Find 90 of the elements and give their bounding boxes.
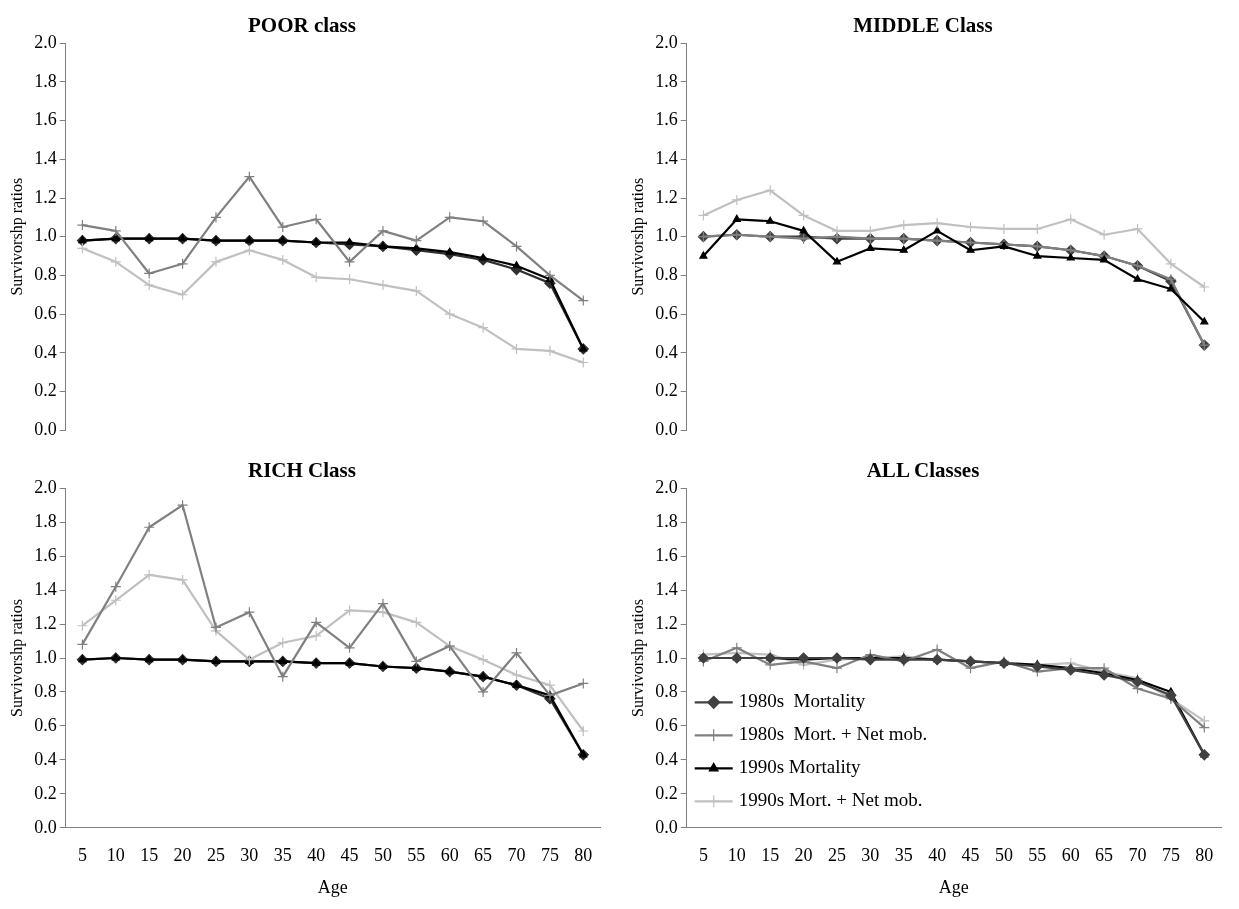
x-axis-title: Age bbox=[938, 876, 969, 897]
x-tick-label: 55 bbox=[407, 845, 426, 866]
y-tick-label: 1.6 bbox=[34, 109, 57, 130]
y-tick-label: 0.0 bbox=[655, 816, 678, 837]
y-tick-label: 0.6 bbox=[655, 714, 678, 735]
y-axis-title: Survivorshp ratios bbox=[7, 599, 26, 717]
x-tick-label: 70 bbox=[507, 845, 526, 866]
x-tick-label: 40 bbox=[307, 845, 326, 866]
y-tick-label: 1.0 bbox=[34, 646, 57, 667]
y-tick-label: 1.4 bbox=[34, 148, 57, 169]
legend-label: 1980s Mort. + Net mob. bbox=[738, 723, 928, 745]
x-tick-label: 65 bbox=[474, 845, 493, 866]
x-tick-label: 60 bbox=[440, 845, 459, 866]
y-tick-label: 0.4 bbox=[34, 341, 57, 362]
y-tick-label: 1.0 bbox=[34, 225, 57, 246]
y-tick-label: 0.8 bbox=[34, 264, 57, 285]
x-axis-title: Age bbox=[317, 876, 348, 897]
chart-title: POOR class bbox=[248, 13, 356, 38]
x-tick-label: 55 bbox=[1028, 845, 1047, 866]
x-tick-label: 15 bbox=[140, 845, 159, 866]
y-tick-label: 1.0 bbox=[655, 225, 678, 246]
x-tick-label: 30 bbox=[240, 845, 259, 866]
y-tick-label: 1.2 bbox=[34, 186, 57, 207]
x-tick-label: 35 bbox=[894, 845, 913, 866]
x-tick-label: 5 bbox=[698, 845, 708, 866]
x-tick-label: 15 bbox=[761, 845, 780, 866]
y-tick-label: 0.2 bbox=[34, 380, 57, 401]
x-tick-label: 20 bbox=[173, 845, 192, 866]
y-tick-label: 0.4 bbox=[655, 748, 678, 769]
y-tick-label: 1.0 bbox=[655, 646, 678, 667]
x-tick-label: 20 bbox=[794, 845, 813, 866]
x-tick-label: 10 bbox=[106, 845, 125, 866]
chart-title: ALL Classes bbox=[866, 458, 980, 483]
y-tick-label: 1.6 bbox=[655, 109, 678, 130]
x-tick-label: 75 bbox=[1161, 845, 1180, 866]
x-tick-label: 60 bbox=[1061, 845, 1080, 866]
y-tick-label: 0.2 bbox=[655, 782, 678, 803]
chart-title: MIDDLE Class bbox=[853, 13, 993, 38]
x-tick-label: 45 bbox=[961, 845, 980, 866]
y-tick-label: 0.2 bbox=[655, 380, 678, 401]
x-tick-label: 40 bbox=[928, 845, 947, 866]
y-tick-label: 0.6 bbox=[655, 302, 678, 323]
y-tick-label: 1.4 bbox=[655, 578, 678, 599]
y-axis-title: Survivorshp ratios bbox=[7, 177, 26, 296]
y-tick-label: 1.4 bbox=[655, 148, 678, 169]
y-tick-label: 1.2 bbox=[34, 612, 57, 633]
x-tick-label: 50 bbox=[373, 845, 392, 866]
y-tick-label: 1.6 bbox=[34, 544, 57, 565]
y-tick-label: 1.2 bbox=[655, 612, 678, 633]
y-tick-label: 0.4 bbox=[655, 341, 678, 362]
x-tick-label: 75 bbox=[540, 845, 559, 866]
y-tick-label: 0.8 bbox=[655, 264, 678, 285]
y-tick-label: 0.8 bbox=[655, 680, 678, 701]
y-axis-title: Survivorshp ratios bbox=[628, 177, 647, 296]
y-tick-label: 0.2 bbox=[34, 782, 57, 803]
y-tick-label: 1.8 bbox=[655, 70, 678, 91]
x-tick-label: 10 bbox=[727, 845, 746, 866]
y-tick-label: 1.8 bbox=[34, 70, 57, 91]
y-tick-label: 2.0 bbox=[34, 476, 57, 497]
y-tick-label: 0.8 bbox=[34, 680, 57, 701]
x-tick-label: 30 bbox=[861, 845, 880, 866]
x-tick-label: 80 bbox=[1195, 845, 1214, 866]
y-tick-label: 1.8 bbox=[655, 510, 678, 531]
x-tick-label: 70 bbox=[1128, 845, 1147, 866]
x-tick-label: 5 bbox=[77, 845, 87, 866]
legend-label: 1990s Mort. + Net mob. bbox=[738, 789, 923, 811]
y-tick-label: 0.0 bbox=[655, 418, 678, 439]
y-tick-label: 2.0 bbox=[655, 31, 678, 52]
x-tick-label: 65 bbox=[1095, 845, 1114, 866]
chart-title: RICH Class bbox=[248, 458, 356, 483]
x-tick-label: 25 bbox=[827, 845, 846, 866]
y-tick-label: 1.8 bbox=[34, 510, 57, 531]
y-tick-label: 0.4 bbox=[34, 748, 57, 769]
y-tick-label: 1.4 bbox=[34, 578, 57, 599]
legend-label: 1990s Mortality bbox=[738, 756, 862, 778]
legend-label: 1980s Mortality bbox=[738, 690, 866, 712]
y-tick-label: 1.2 bbox=[655, 186, 678, 207]
x-tick-label: 45 bbox=[340, 845, 359, 866]
y-tick-label: 2.0 bbox=[655, 476, 678, 497]
y-tick-label: 2.0 bbox=[34, 31, 57, 52]
y-tick-label: 0.6 bbox=[34, 714, 57, 735]
x-tick-label: 35 bbox=[273, 845, 292, 866]
x-tick-label: 80 bbox=[574, 845, 593, 866]
y-tick-label: 0.0 bbox=[34, 816, 57, 837]
y-tick-label: 1.6 bbox=[655, 544, 678, 565]
y-tick-label: 0.0 bbox=[34, 418, 57, 439]
x-tick-label: 25 bbox=[206, 845, 225, 866]
y-axis-title: Survivorshp ratios bbox=[628, 599, 647, 717]
y-tick-label: 0.6 bbox=[34, 302, 57, 323]
x-tick-label: 50 bbox=[994, 845, 1013, 866]
